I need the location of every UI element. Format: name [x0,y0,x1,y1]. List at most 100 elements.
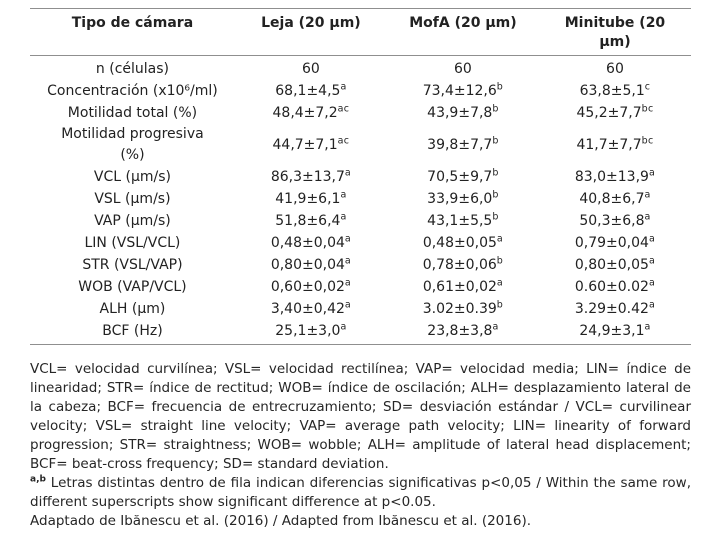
cell-superscript: a [344,233,352,245]
value-cell: 60 [387,56,539,81]
value-cell: 41,7±7,7bc [539,124,691,166]
cell-superscript: a [496,277,504,289]
cell-value: 63,8±5,1 [579,83,645,99]
page: Tipo de cámara Leja (20 µm) MofA (20 µm)… [30,8,691,529]
cell-value: 45,2±7,7 [576,105,642,121]
cell-superscript: a [648,233,656,245]
column-header-minitube: Minitube (20 µm) [538,8,691,56]
table-row: BCF (Hz) 25,1±3,0a 23,8±3,8a 24,9±3,1a [30,320,691,345]
table-header: Tipo de cámara Leja (20 µm) MofA (20 µm)… [30,8,691,56]
value-cell: 73,4±12,6b [387,80,539,102]
cell-value: 43,9±7,8 [427,105,493,121]
cell-value: 3.02±0.39 [422,301,497,317]
cell-superscript: b [492,135,499,147]
table-row: WOB (VAP/VCL) 0,60±0,02a 0,61±0,02a 0.60… [30,276,691,298]
row-label: STR (VSL/VAP) [82,257,183,273]
cell-superscript: ac [337,103,350,115]
value-cell: 83,0±13,9a [539,166,691,188]
cell-superscript: a [340,189,347,201]
value-cell: 45,2±7,7bc [539,102,691,124]
footnote-definitions: VCL= velocidad curvilínea; VSL= velocida… [30,361,691,472]
value-cell: 3.02±0.39b [387,298,539,320]
table-body: n (células) 60 60 60 Concentración (x10⁶… [30,56,691,345]
cell-value: 25,1±3,0 [275,323,341,339]
row-label: Motilidad total (%) [67,105,198,121]
value-cell: 39,8±7,7b [387,124,539,166]
cell-superscript: a [344,299,352,311]
row-label: n (células) [95,61,169,77]
cell-superscript: c [644,81,651,93]
cell-superscript: a [340,211,347,223]
cell-value: 68,1±4,5 [275,83,341,99]
cell-value: 44,7±7,1 [272,137,338,153]
cell-value: 40,8±6,7 [579,191,645,207]
cell-value: 86,3±13,7 [270,169,345,185]
value-cell: 0,48±0,04a [235,232,387,254]
value-cell: 25,1±3,0a [235,320,387,345]
row-label: Concentración (x10⁶/ml) [47,83,218,99]
cell-value: 70,5±9,7 [427,169,493,185]
cell-value: 0,60±0,02 [270,279,345,295]
table-row: VCL (µm/s) 86,3±13,7a 70,5±9,7b 83,0±13,… [30,166,691,188]
value-cell: 60 [539,56,691,81]
cell-value: 83,0±13,9 [574,169,649,185]
cell-superscript: b [492,103,499,115]
cell-value: 41,9±6,1 [275,191,341,207]
value-cell: 63,8±5,1c [539,80,691,102]
table-row: ALH (µm) 3,40±0,42a 3.02±0.39b 3.29±0.42… [30,298,691,320]
value-cell: 68,1±4,5a [235,80,387,102]
value-cell: 43,9±7,8b [387,102,539,124]
cell-value: 0,80±0,05 [574,257,649,273]
footnote-significance: a,b Letras distintas dentro de fila indi… [30,474,691,512]
cell-superscript: b [496,299,504,311]
cell-value: 3,40±0,42 [270,301,345,317]
value-cell: 51,8±6,4a [235,210,387,232]
cell-superscript: a [644,321,651,333]
cell-superscript: a [492,321,499,333]
cell-value: 33,9±6,0 [427,191,493,207]
footnote-source: Adaptado de Ibănescu et al. (2016) / Ada… [30,513,532,529]
row-label: LIN (VSL/VCL) [84,235,181,251]
row-label: VAP (µm/s) [94,213,171,229]
value-cell: 0,80±0,05a [539,254,691,276]
value-cell: 43,1±5,5b [387,210,539,232]
significance-superscript: a,b [30,474,46,485]
table-row: Concentración (x10⁶/ml) 68,1±4,5a 73,4±1… [30,80,691,102]
cell-value: 73,4±12,6 [422,83,497,99]
column-header-tipo: Tipo de cámara [30,8,235,56]
row-label: Motilidad progresiva (%) [30,124,235,166]
cell-superscript: b [496,81,504,93]
cell-value: 0,80±0,04 [270,257,345,273]
cell-value: 0,61±0,02 [422,279,497,295]
column-header-mofa: MofA (20 µm) [386,8,539,56]
cell-value: 3.29±0.42 [574,301,649,317]
cell-superscript: a [648,299,656,311]
value-cell: 33,9±6,0b [387,188,539,210]
row-label: BCF (Hz) [102,323,163,339]
row-label-text: Motilidad progresiva (%) [61,126,204,163]
cell-value: 0,48±0,05 [422,235,497,251]
value-cell: 23,8±3,8a [387,320,539,345]
cell-value: 0,79±0,04 [574,235,649,251]
column-header-leja: Leja (20 µm) [234,8,387,56]
table-row: Motilidad total (%) 48,4±7,2ac 43,9±7,8b… [30,102,691,124]
value-cell: 60 [235,56,387,81]
cell-superscript: b [492,167,499,179]
cell-value: 48,4±7,2 [272,105,338,121]
value-cell: 0,48±0,05a [387,232,539,254]
value-cell: 24,9±3,1a [539,320,691,345]
cell-superscript: ac [337,135,350,147]
cell-value: 60 [302,61,320,77]
cell-superscript: bc [641,135,654,147]
cell-value: 23,8±3,8 [427,323,493,339]
value-cell: 44,7±7,1ac [235,124,387,166]
cell-superscript: bc [641,103,654,115]
cell-value: 60 [606,61,624,77]
cell-superscript: a [344,255,352,267]
value-cell: 70,5±9,7b [387,166,539,188]
cell-value: 41,7±7,7 [576,137,642,153]
header-row: Tipo de cámara Leja (20 µm) MofA (20 µm)… [30,8,691,56]
table-row: Motilidad progresiva (%) 44,7±7,1ac 39,8… [30,124,691,166]
value-cell: 86,3±13,7a [235,166,387,188]
value-cell: 3,40±0,42a [235,298,387,320]
